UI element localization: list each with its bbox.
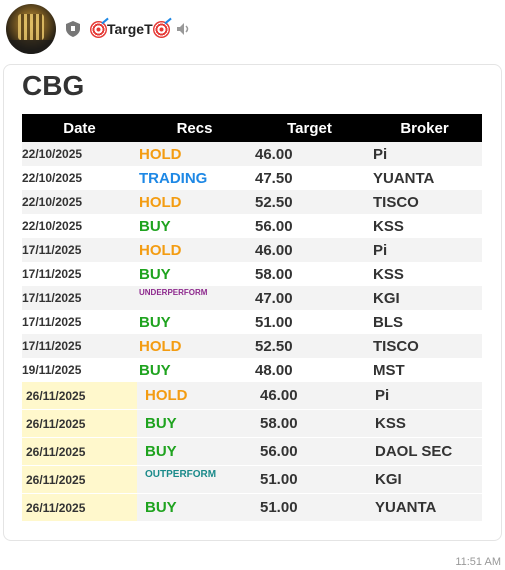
mute-icon bbox=[177, 23, 189, 35]
table-row: 26/11/2025 HOLD 46.00 Pi bbox=[22, 382, 482, 410]
table-row: 22/10/2025 HOLD 46.00 Pi bbox=[22, 142, 482, 166]
target-cell: 56.00 bbox=[255, 217, 293, 235]
target-cell: 47.00 bbox=[255, 289, 293, 307]
table-row: 22/10/2025 TRADING 47.50 YUANTA bbox=[22, 166, 482, 190]
broker-cell: YUANTA bbox=[367, 494, 482, 521]
target-cell: 51.00 bbox=[252, 466, 367, 493]
broker-cell: KGI bbox=[367, 466, 482, 493]
column-header-broker: Broker bbox=[400, 119, 449, 137]
broker-cell: KGI bbox=[373, 289, 400, 307]
table-row: 26/11/2025 OUTPERFORM 51.00 KGI bbox=[22, 466, 482, 494]
table-body: 22/10/2025 HOLD 46.00 Pi 22/10/2025 TRADING 47… bbox=[22, 142, 482, 382]
rec-cell: HOLD bbox=[139, 337, 182, 355]
table-row: 26/11/2025 BUY 58.00 KSS bbox=[22, 410, 482, 438]
table-body-new: 26/11/2025 HOLD 46.00 Pi 26/11/2025 BUY 58.00 K… bbox=[22, 382, 482, 522]
target-cell: 58.00 bbox=[252, 410, 367, 437]
target-cell: 51.00 bbox=[255, 313, 293, 331]
date-cell: 26/11/2025 bbox=[22, 494, 137, 521]
column-header-date: Date bbox=[63, 119, 96, 137]
rec-cell: TRADING bbox=[139, 169, 208, 187]
target-cell: 51.00 bbox=[252, 494, 367, 521]
table-row: 22/10/2025 BUY 56.00 KSS bbox=[22, 214, 482, 238]
rec-cell: BUY bbox=[137, 494, 252, 521]
broker-cell: BLS bbox=[373, 313, 403, 331]
date-cell: 22/10/2025 bbox=[22, 195, 83, 209]
broker-cell: MST bbox=[373, 361, 405, 379]
rec-cell: BUY bbox=[139, 313, 171, 331]
broker-cell: KSS bbox=[367, 410, 482, 437]
target-cell: 46.00 bbox=[255, 145, 293, 163]
target-cell: 52.50 bbox=[255, 193, 293, 211]
date-cell: 26/11/2025 bbox=[22, 410, 137, 437]
avatar[interactable] bbox=[6, 4, 56, 54]
rec-cell: BUY bbox=[139, 265, 171, 283]
date-cell: 22/10/2025 bbox=[22, 147, 83, 161]
date-cell: 26/11/2025 bbox=[22, 438, 137, 465]
rec-cell: OUTPERFORM bbox=[137, 466, 252, 493]
rec-cell: HOLD bbox=[139, 145, 182, 163]
target-cell: 47.50 bbox=[255, 169, 293, 187]
table-header: Date Recs Target Broker bbox=[22, 114, 482, 142]
table-row: 17/11/2025 UNDERPERFORM 47.00 KGI bbox=[22, 286, 482, 310]
stock-symbol: CBG bbox=[22, 70, 85, 101]
shield-icon bbox=[66, 21, 80, 37]
channel-title[interactable]: TargeT bbox=[90, 18, 170, 40]
broker-cell: Pi bbox=[367, 382, 482, 409]
broker-cell: KSS bbox=[373, 217, 404, 235]
target-cell: 56.00 bbox=[252, 438, 367, 465]
target-cell: 46.00 bbox=[255, 241, 293, 259]
column-header-recs: Recs bbox=[176, 119, 213, 137]
table-row: 17/11/2025 BUY 51.00 BLS bbox=[22, 310, 482, 334]
date-cell: 19/11/2025 bbox=[22, 363, 82, 377]
target-cell: 46.00 bbox=[252, 382, 367, 409]
broker-cell: Pi bbox=[373, 145, 388, 163]
date-cell: 17/11/2025 bbox=[22, 315, 82, 329]
target-icon bbox=[152, 20, 170, 38]
target-icon bbox=[90, 20, 107, 38]
date-cell: 22/10/2025 bbox=[22, 171, 83, 185]
broker-cell: YUANTA bbox=[373, 169, 435, 187]
recommendation-table: Date Recs Target Broker 22/10/2025 HOLD 46… bbox=[22, 114, 482, 522]
table-row: 17/11/2025 HOLD 46.00 Pi bbox=[22, 238, 482, 262]
table-row: 26/11/2025 BUY 56.00 DAOL SEC bbox=[22, 438, 482, 466]
date-cell: 17/11/2025 bbox=[22, 243, 82, 257]
broker-cell: DAOL SEC bbox=[367, 438, 482, 465]
target-cell: 52.50 bbox=[255, 337, 293, 355]
target-cell: 48.00 bbox=[255, 361, 293, 379]
date-cell: 17/11/2025 bbox=[22, 291, 82, 305]
broker-cell: TISCO bbox=[373, 193, 419, 211]
rec-cell: BUY bbox=[137, 410, 252, 437]
table-row: 19/11/2025 BUY 48.00 MST bbox=[22, 358, 482, 382]
date-cell: 26/11/2025 bbox=[22, 466, 137, 493]
message-time: 11:51 AM bbox=[455, 556, 501, 568]
rec-cell: UNDERPERFORM bbox=[139, 288, 208, 297]
rec-cell: BUY bbox=[139, 361, 171, 379]
rec-cell: BUY bbox=[137, 438, 252, 465]
table-row: 17/11/2025 BUY 58.00 KSS bbox=[22, 262, 482, 286]
rec-cell: HOLD bbox=[139, 193, 182, 211]
rec-cell: BUY bbox=[139, 217, 171, 235]
table-row: 26/11/2025 BUY 51.00 YUANTA bbox=[22, 494, 482, 522]
rec-cell: HOLD bbox=[137, 382, 252, 409]
date-cell: 17/11/2025 bbox=[22, 267, 82, 281]
chat-header: TargeT bbox=[0, 0, 505, 60]
date-cell: 26/11/2025 bbox=[22, 382, 137, 409]
broker-cell: TISCO bbox=[373, 337, 419, 355]
table-row: 22/10/2025 HOLD 52.50 TISCO bbox=[22, 190, 482, 214]
date-cell: 22/10/2025 bbox=[22, 219, 83, 233]
target-cell: 58.00 bbox=[255, 265, 293, 283]
broker-cell: KSS bbox=[373, 265, 404, 283]
channel-name: TargeT bbox=[107, 21, 153, 37]
table-row: 17/11/2025 HOLD 52.50 TISCO bbox=[22, 334, 482, 358]
broker-cell: Pi bbox=[373, 241, 388, 259]
column-header-target: Target bbox=[287, 119, 332, 137]
date-cell: 17/11/2025 bbox=[22, 339, 82, 353]
rec-cell: HOLD bbox=[139, 241, 182, 259]
